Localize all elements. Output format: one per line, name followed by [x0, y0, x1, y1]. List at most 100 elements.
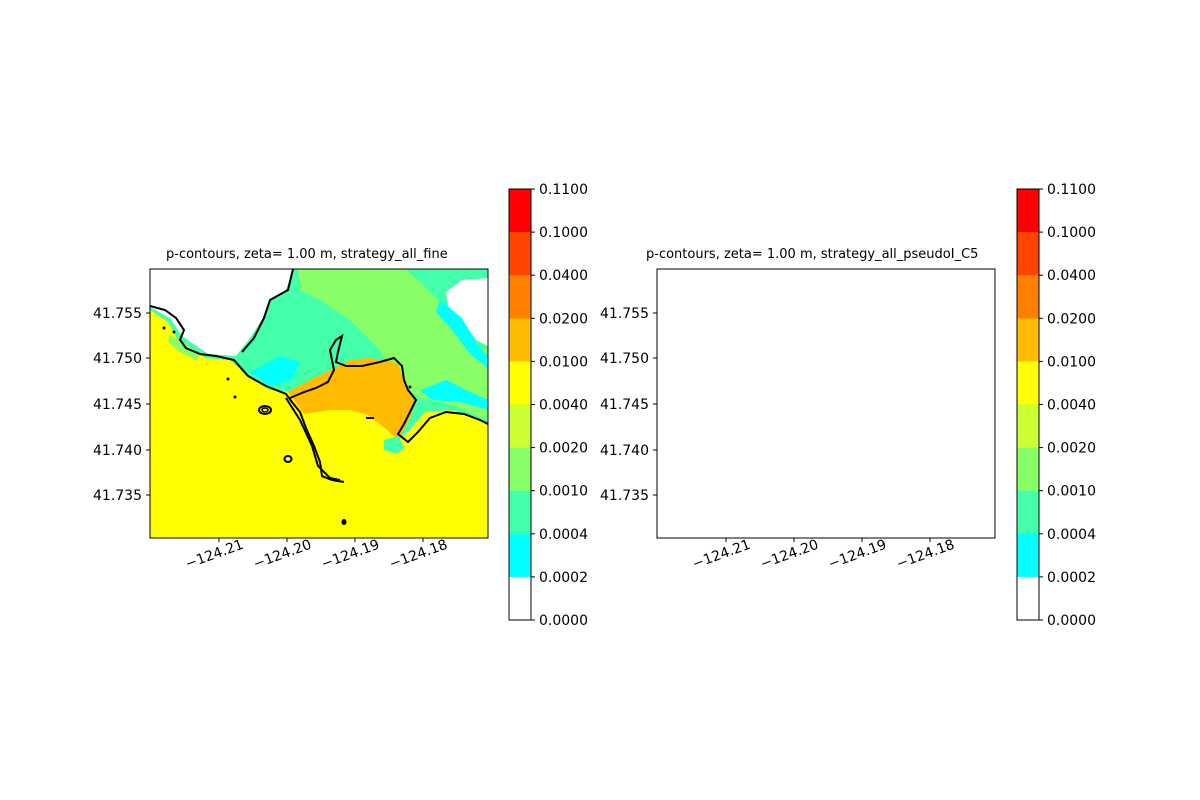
island-inner	[261, 407, 269, 413]
cyan-east-region	[420, 380, 488, 410]
colorbar-segment	[509, 275, 531, 319]
x-tick-label: −124.21	[690, 537, 753, 573]
colorbar-tick-label: 0.1000	[1047, 225, 1096, 241]
mid-level-region	[805, 269, 995, 420]
colorbar-segment	[1017, 189, 1039, 233]
rock-dot	[734, 378, 737, 381]
colorbar-tick-label: 0.0200	[539, 311, 588, 327]
colorbar-tick-label: 0.1100	[1047, 182, 1096, 198]
colorbar-tick-label: 0.0400	[539, 268, 588, 284]
colorbar-tick-label: 0.0010	[539, 484, 588, 500]
y-tick-label: 41.750	[93, 351, 142, 367]
basin-region	[891, 436, 912, 454]
colorbar-segment	[509, 404, 531, 449]
colorbar-segment	[1017, 318, 1039, 362]
colorbar-tick-label: 0.0040	[539, 398, 588, 414]
x-tick-label: −124.18	[387, 537, 450, 573]
colorbar-tick-label: 0.0020	[539, 441, 588, 457]
rock-dot	[233, 395, 237, 399]
rock-dot	[172, 330, 176, 334]
colorbar-tick-label: 0.0002	[539, 570, 588, 586]
colorbar-segment	[509, 576, 531, 621]
y-tick-label: 41.755	[600, 306, 649, 322]
colorbar-tick-label: 0.0004	[1047, 527, 1096, 543]
x-tick-label: −124.19	[319, 537, 382, 573]
north-shoreline	[749, 269, 800, 352]
unmapped-offshore-region	[446, 278, 488, 346]
colorbar-tick-label: 0.0004	[539, 527, 588, 543]
colorbar-tick-label: 0.0000	[539, 613, 588, 629]
north-shoreline	[241, 269, 294, 353]
unmapped-land-region	[657, 269, 800, 356]
colorbar-segment	[1017, 361, 1039, 405]
colorbar-tick-label: 0.0000	[1047, 613, 1096, 629]
rock-dot	[916, 386, 919, 389]
dominant-level-region	[150, 310, 488, 538]
left-colorbar: 0.1100 0.1000 0.0400 0.0200 0.0100 0.0040 0.00…	[508, 182, 588, 629]
cyan-streak-region	[943, 300, 995, 368]
water-region	[657, 269, 995, 538]
colorbar-segment	[1017, 404, 1039, 449]
colorbar-segment	[1017, 447, 1039, 492]
colorbar-tick-label: 0.0010	[1047, 484, 1096, 500]
coastline	[150, 305, 488, 483]
y-tick-label: 41.735	[600, 488, 649, 504]
cyan-nearshore-region	[250, 356, 300, 386]
cyan-nearshore-region	[757, 356, 807, 386]
y-tick-label: 41.745	[93, 397, 142, 413]
bay-region	[288, 358, 416, 440]
left-panel-title: p-contours, zeta= 1.00 m, strategy_all_f…	[166, 247, 448, 262]
colorbar-segment	[509, 232, 531, 276]
island	[792, 456, 799, 462]
island	[766, 406, 778, 414]
basin-region	[384, 436, 405, 454]
x-tick-label: −124.18	[894, 537, 957, 573]
island	[283, 455, 293, 463]
jetty-line	[285, 397, 341, 481]
x-tick-label: −124.20	[758, 537, 821, 573]
colorbar-segment	[1017, 576, 1039, 621]
y-tick-label: 41.755	[93, 306, 142, 322]
x-tick-label: −124.19	[826, 537, 889, 573]
colorbar-tick-label: 0.0100	[539, 354, 588, 370]
y-tick-label: 41.750	[600, 351, 649, 367]
rock-dot	[341, 519, 347, 525]
x-tick-label: −124.21	[183, 537, 246, 573]
channel-strip-region	[675, 334, 707, 360]
rock-dot	[226, 377, 230, 381]
colorbar-tick-label: 0.0200	[1047, 311, 1096, 327]
unmapped-land-region	[150, 269, 293, 356]
colorbar-segment	[1017, 533, 1039, 578]
colorbar-tick-label: 0.0002	[1047, 570, 1096, 586]
unmapped-offshore-region	[953, 278, 995, 346]
dominant-level-region	[657, 310, 995, 538]
right-panel-title: p-contours, zeta= 1.00 m, strategy_all_p…	[646, 247, 979, 262]
colorbar-segment	[509, 361, 531, 405]
y-tick-label: 41.745	[600, 397, 649, 413]
rock-dot	[680, 331, 683, 334]
colorbar-tick-label: 0.1000	[539, 225, 588, 241]
rock-dot	[408, 385, 412, 389]
colorbar-segment	[509, 189, 531, 233]
y-tick-label: 41.735	[93, 488, 142, 504]
axes-frame	[656, 268, 996, 539]
rock-dot	[849, 519, 854, 525]
jetty-line	[793, 398, 847, 480]
island	[258, 405, 272, 415]
colorbar-segment	[1017, 232, 1039, 276]
colorbar-segment	[1017, 275, 1039, 319]
colorbar-tick-label: 0.0100	[1047, 354, 1096, 370]
colorbar-segment	[509, 490, 531, 535]
colorbar-segment	[509, 447, 531, 492]
right-colorbar: 0.1100 0.1000 0.0400 0.0200 0.0100 0.0040 0.00…	[1016, 182, 1096, 629]
x-tick-label: −124.20	[251, 537, 314, 573]
cyan-streak-region	[436, 300, 488, 368]
rock-dot	[162, 326, 166, 330]
bay-region	[795, 358, 923, 440]
colorbar-tick-label: 0.0040	[1047, 398, 1096, 414]
rock-dot	[670, 327, 673, 330]
y-tick-label: 41.740	[600, 443, 649, 459]
